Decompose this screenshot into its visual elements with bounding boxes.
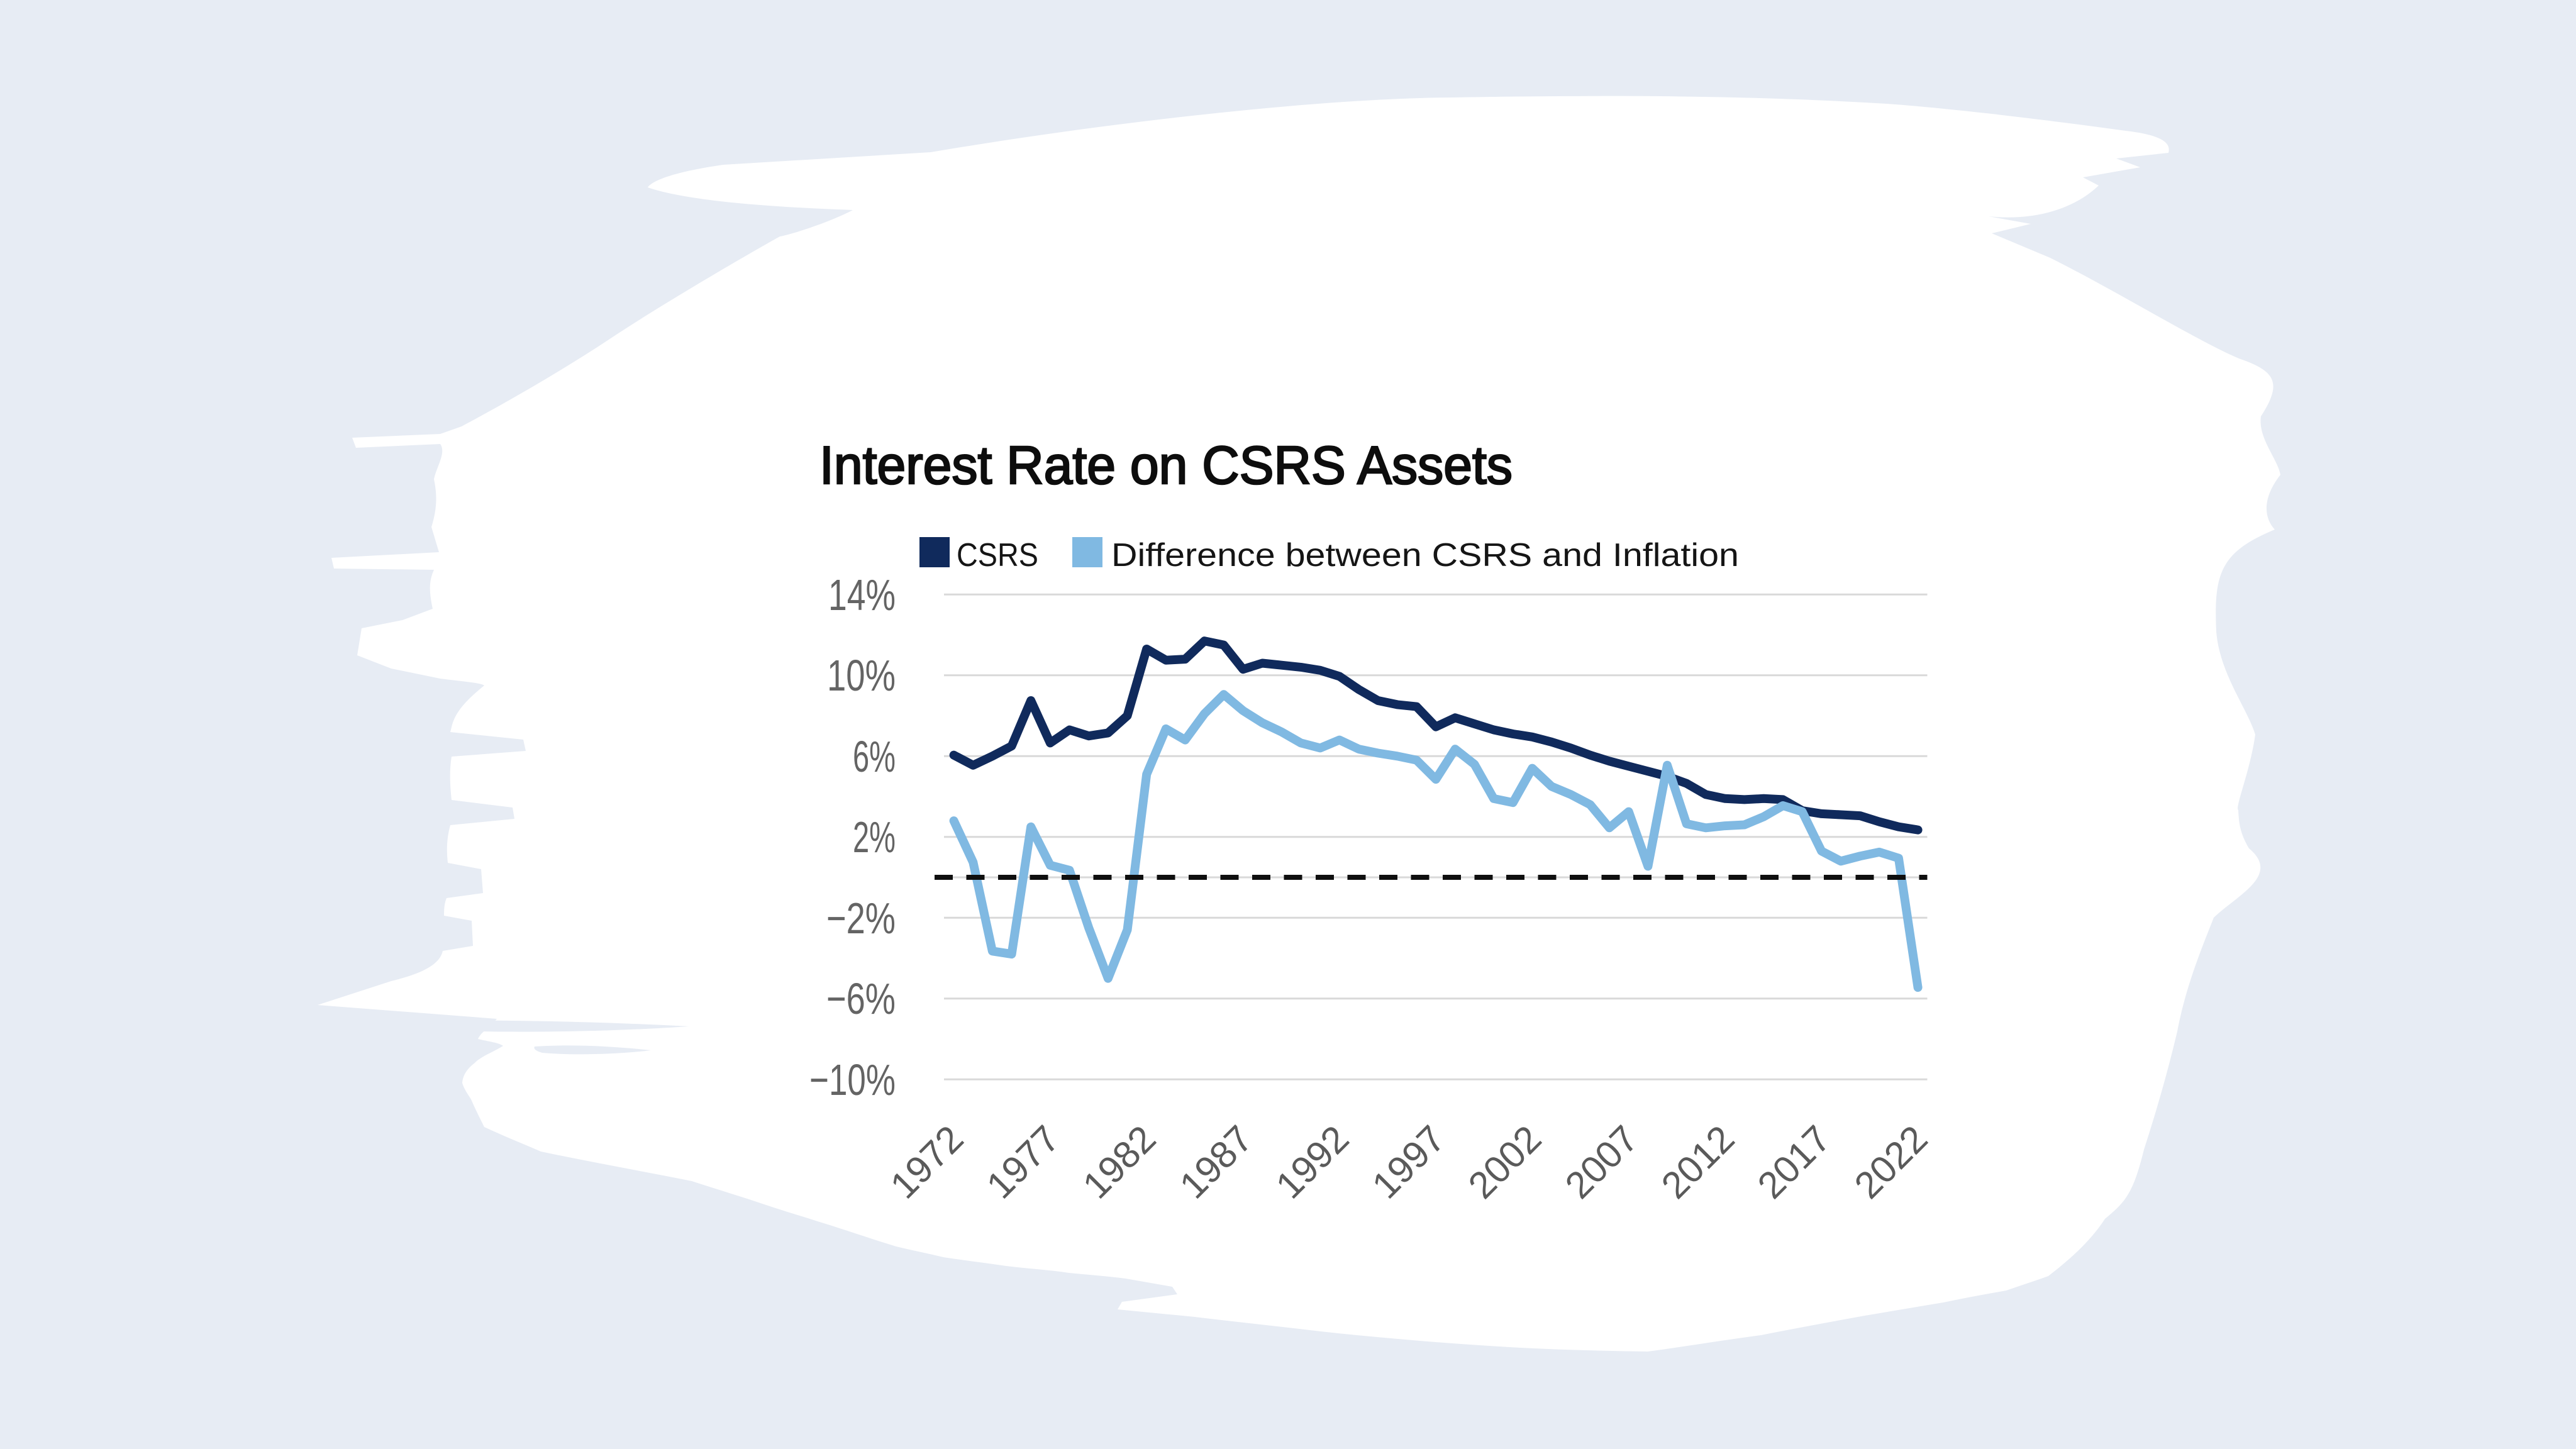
svg-text:14%: 14% (828, 570, 896, 619)
svg-text:Difference between CSRS and In: Difference between CSRS and Inflation (1111, 537, 1739, 574)
svg-text:CSRS: CSRS (957, 537, 1038, 574)
svg-text:2%: 2% (853, 813, 896, 862)
svg-text:10%: 10% (827, 651, 896, 700)
svg-text:−6%: −6% (826, 974, 896, 1023)
svg-text:6%: 6% (853, 732, 896, 781)
svg-text:Interest Rate on CSRS Assets: Interest Rate on CSRS Assets (819, 436, 1513, 496)
svg-text:−10%: −10% (809, 1055, 896, 1104)
svg-text:−2%: −2% (826, 894, 896, 943)
